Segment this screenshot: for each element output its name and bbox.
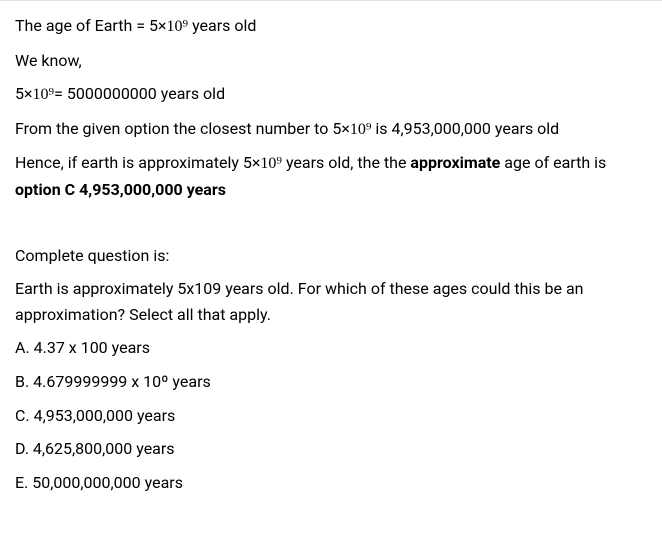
text: 5× [15, 84, 33, 103]
paragraph-age-of-earth: The age of Earth = 5×10⁹ years old [15, 13, 647, 40]
text: Complete question is: [15, 246, 169, 265]
text: D. 4,625,800,000 years [15, 439, 175, 458]
text: We know, [15, 51, 82, 70]
paragraph-complete-question-label: Complete question is: [15, 243, 647, 269]
option-c: C. 4,953,000,000 years [15, 403, 647, 429]
option-e: E. 50,000,000,000 years [15, 470, 647, 496]
exponent: 10⁹ [167, 18, 189, 35]
paragraph-closest-number: From the given option the closest number… [15, 116, 647, 143]
paragraph-conclusion: Hence, if earth is approximately 5×10⁹ y… [15, 150, 647, 202]
text: A. 4.37 x 100 years [15, 338, 150, 357]
paragraph-expanded-value: 5×10⁹= 5000000000 years old [15, 81, 647, 108]
text: Earth is approximately 5x109 years old. … [15, 279, 583, 324]
option-b: B. 4.679999999 x 10º years [15, 369, 647, 395]
text: The age of Earth = 5× [15, 16, 167, 35]
text: C. 4,953,000,000 years [15, 406, 175, 425]
option-d: D. 4,625,800,000 years [15, 436, 647, 462]
text: years old, the the [282, 153, 410, 172]
option-a: A. 4.37 x 100 years [15, 335, 647, 361]
text: B. 4.679999999 x 10º years [15, 372, 211, 391]
text: = 5000000000 years old [54, 84, 225, 103]
text: years old [188, 16, 256, 35]
paragraph-question-text: Earth is approximately 5x109 years old. … [15, 276, 647, 327]
text: Hence, if earth is approximately 5× [15, 153, 260, 172]
text: age of earth is [500, 153, 606, 172]
text: is 4,953,000,000 years old [371, 119, 559, 138]
exponent: 10⁹ [33, 86, 55, 103]
text: From the given option the closest number… [15, 119, 350, 138]
bold-approximate: approximate [410, 153, 500, 172]
paragraph-we-know: We know, [15, 48, 647, 74]
exponent: 10⁹ [260, 155, 282, 172]
text: E. 50,000,000,000 years [15, 473, 183, 492]
bold-answer: option C 4,953,000,000 years [15, 180, 226, 199]
exponent: 10⁹ [350, 121, 372, 138]
